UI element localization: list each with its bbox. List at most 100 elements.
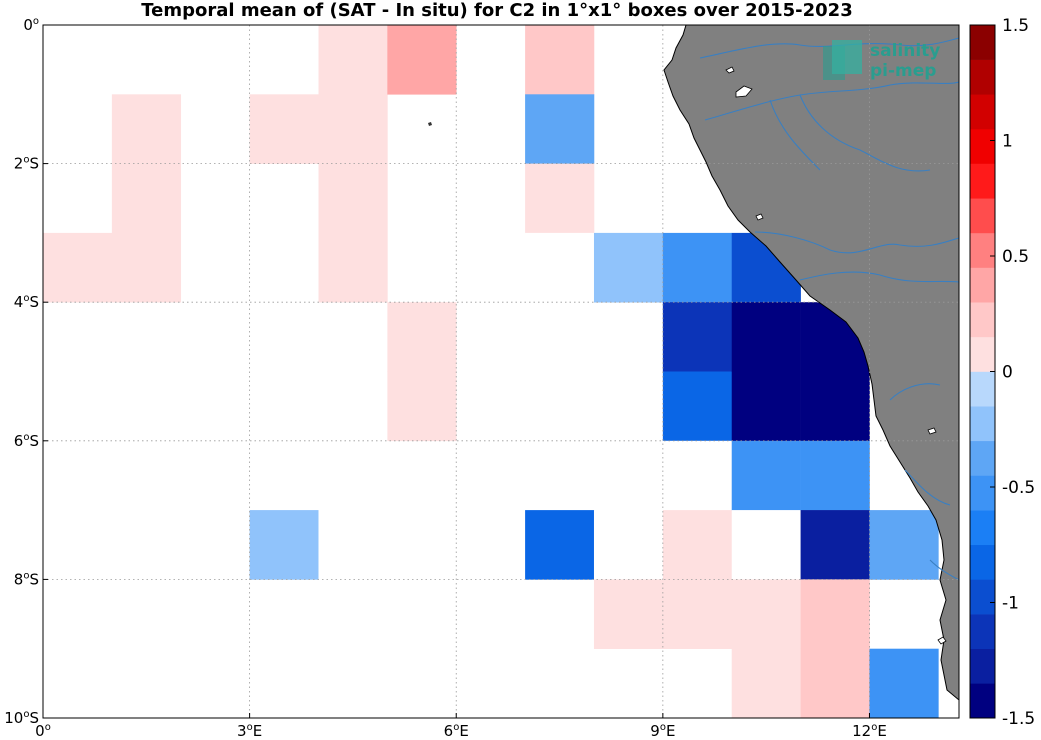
- latitude-tick-label-value: 4: [14, 293, 24, 311]
- africa-landmass: [663, 25, 959, 701]
- latitude-tick-label-hemisphere: S: [29, 293, 39, 311]
- longitude-tick-label-value: 6: [444, 722, 454, 740]
- latitude-tick-label-degree: o: [23, 293, 29, 304]
- island: [725, 66, 735, 74]
- colorbar-swatches: [970, 25, 995, 719]
- colorbar-swatch: [970, 371, 995, 407]
- latitude-tick-label: 10oS: [4, 709, 39, 727]
- river: [769, 99, 821, 171]
- latitude-tick-label-value: 6: [14, 432, 24, 450]
- heatmap-cell: [731, 371, 801, 442]
- land-layer: [428, 25, 959, 701]
- latitude-tick-label-hemisphere: S: [29, 570, 39, 588]
- latitude-tick-label: 8oS: [14, 570, 39, 588]
- heatmap-cell: [869, 510, 939, 580]
- island: [927, 427, 937, 435]
- longitude-tick-label-hemisphere: E: [666, 722, 675, 740]
- longitude-tick-label-value: 0: [35, 722, 45, 740]
- latitude-tick-label-degree: o: [23, 570, 29, 581]
- colorbar-swatch: [970, 510, 995, 546]
- graticule: [43, 25, 959, 718]
- heatmap-cell: [593, 579, 664, 649]
- colorbar-swatch: [970, 544, 995, 580]
- colorbar-tick-label: -0.5: [1002, 478, 1035, 498]
- colorbar-tick-label: 0: [1002, 363, 1013, 383]
- salinity-pi-mep-logo: salinity pi-mep: [823, 40, 940, 81]
- heatmap-cell: [525, 25, 595, 95]
- colorbar-swatch: [970, 198, 995, 234]
- map-title: Temporal mean of (SAT - In situ) for C2 …: [141, 0, 852, 21]
- heatmap-cell: [318, 163, 388, 234]
- heatmap-cell: [111, 232, 182, 303]
- latitude-tick-label-hemisphere: S: [29, 155, 39, 173]
- logo-line1: salinity: [870, 41, 940, 61]
- heatmap-cell: [662, 371, 733, 442]
- logo-mark-front: [832, 40, 862, 74]
- heatmap-cell: [318, 232, 388, 303]
- heatmap-cell: [43, 232, 113, 303]
- heatmap-cell: [180, 440, 250, 511]
- island: [937, 636, 947, 645]
- heatmap-cell: [731, 579, 801, 649]
- map-frame: [42, 24, 960, 719]
- river: [889, 383, 941, 401]
- heatmap-cell: [111, 163, 182, 234]
- island: [735, 85, 753, 98]
- rivers: [699, 37, 959, 581]
- heatmap-cell: [43, 94, 113, 164]
- heatmap-cell: [662, 510, 733, 580]
- heatmap-cell: [800, 510, 870, 580]
- heatmap-cell: [662, 440, 733, 511]
- colorbar-swatch: [970, 406, 995, 442]
- heatmap-cell: [318, 510, 388, 580]
- colorbar-swatch: [970, 232, 995, 268]
- heatmap-cell: [731, 302, 801, 372]
- colorbar-swatch: [970, 128, 995, 164]
- latitude-tick-label-hemisphere: S: [29, 432, 39, 450]
- heatmap-cell: [800, 648, 870, 718]
- heatmap-cell: [249, 94, 319, 164]
- colorbar-swatch: [970, 440, 995, 476]
- colorbar-swatch: [970, 302, 995, 338]
- colorbar-tick-label: -1: [1002, 594, 1019, 614]
- colorbar-swatch: [970, 614, 995, 649]
- heatmap-cell: [249, 510, 319, 580]
- river: [704, 81, 959, 121]
- river: [929, 559, 959, 581]
- longitude-tick-label-hemisphere: E: [253, 722, 262, 740]
- river: [799, 94, 931, 172]
- colorbar-swatch: [970, 579, 995, 615]
- longitude-tick-label-degree: o: [871, 722, 877, 733]
- heatmap-cell: [525, 302, 595, 372]
- heatmap-cell: [111, 648, 182, 718]
- heatmap-cell: [662, 302, 733, 372]
- colorbar-swatch: [970, 648, 995, 684]
- heatmap-cell: [593, 232, 664, 303]
- longitude-tick-label-hemisphere: E: [877, 722, 886, 740]
- map-area: [43, 25, 959, 718]
- heatmap-cell: [318, 440, 388, 511]
- colorbar-tick-label: 1: [1002, 132, 1013, 152]
- heatmap-cell: [731, 510, 801, 580]
- longitude-tick-label-value: 3: [237, 722, 247, 740]
- latitude-tick-label: 2oS: [14, 155, 39, 173]
- island: [755, 213, 764, 221]
- heatmap-cell: [800, 579, 870, 649]
- heatmap-cell: [456, 232, 526, 303]
- heatmap-cell: [869, 648, 939, 718]
- heatmap-cell: [525, 232, 595, 303]
- heatmap-cell: [800, 371, 870, 442]
- heatmap-cell: [318, 25, 388, 95]
- heatmap-cell: [387, 371, 457, 442]
- heatmap-cell: [731, 648, 801, 718]
- longitude-tick-label-degree: o: [247, 722, 253, 733]
- heatmap-cell: [525, 94, 595, 164]
- latitude-tick-label-degree: o: [33, 16, 39, 27]
- longitude-tick-label: 3oE: [237, 722, 262, 740]
- heatmap-cell: [731, 440, 801, 511]
- heatmap-cells: [43, 25, 939, 718]
- latitude-tick-label-degree: o: [23, 155, 29, 166]
- heatmap-cell: [387, 25, 457, 95]
